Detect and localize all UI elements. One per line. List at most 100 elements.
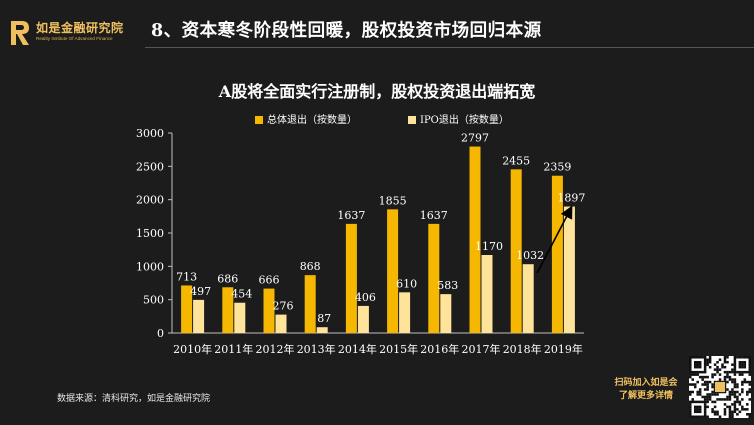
qr-module [741,356,744,359]
qr-module [713,393,717,396]
brand-logo: 如是金融研究院 Reality Institute Of Advanced Fi… [4,17,136,49]
qr-module [733,385,737,389]
x-tick-label: 2016年 [420,342,459,356]
qr-module [738,370,742,374]
legend-item-total: 总体退出（按数量） [255,111,357,126]
qr-module [726,356,729,359]
qr-module [741,370,744,374]
qr-module [696,390,699,394]
qr-module [748,413,751,416]
qr-module [713,373,717,376]
qr-module [716,368,719,371]
qr-module [703,413,707,416]
chart-legend: 总体退出（按数量） IPO退出（按数量） [0,111,754,127]
qr-module [713,413,717,416]
x-tick-label: 2014年 [338,342,377,356]
data-source-note: 数据来源：清科研究，如是金融研究院 [57,394,211,404]
qr-module [733,363,737,366]
qr-module [736,395,739,399]
qr-module [723,413,727,416]
qr-module [689,358,692,362]
qr-module [711,373,714,376]
qr-module [708,398,712,401]
qr-module [703,403,707,406]
qr-module [736,413,739,416]
qr-module [723,375,727,379]
qr-module [703,408,707,411]
qr-module [689,403,692,406]
legend-label-total: 总体退出（按数量） [267,115,357,126]
qr-module [723,398,727,401]
qr-module [691,400,695,404]
qr-module [731,415,734,418]
data-label-ipo: 1897 [557,192,585,205]
qr-module [741,363,744,366]
qr-module [693,360,697,364]
qr-module [689,415,692,418]
qr-module [708,360,712,364]
qr-module [698,363,702,366]
qr-caption-line-1: 扫码加入如是会 [614,378,678,388]
qr-module [736,408,739,411]
qr-module [708,356,712,359]
bar-total [345,223,357,333]
qr-module [689,390,692,394]
qr-module [746,413,749,416]
qr-module [713,405,717,409]
qr-module [711,383,714,386]
qr-module [696,360,699,364]
data-label-ipo: 406 [355,291,376,304]
qr-module [706,380,709,384]
qr-module [713,368,717,371]
qr-module [703,358,707,362]
qr-module [728,378,732,381]
qr-module [698,415,702,418]
qr-module [706,360,709,364]
qr-module [689,408,692,411]
qr-module [718,398,722,401]
qr-module [723,378,727,381]
qr-module [733,390,737,394]
qr-module [733,403,737,406]
qr-module [696,415,699,418]
qr-module [706,388,709,391]
qr-module [731,413,734,416]
qr-module [728,408,732,411]
qr-module [689,373,692,376]
qr-module [748,373,751,376]
qr-module [689,360,692,364]
qr-module [741,380,744,384]
qr-module [743,365,747,369]
qr-module [736,385,739,389]
bar-ipo [234,302,246,333]
bar-ipo [399,292,411,333]
qr-module [716,413,719,416]
qr-module [733,373,737,376]
qr-module [733,356,737,359]
qr-module [713,410,717,414]
qr-code-image[interactable] [689,356,751,418]
qr-module [731,370,734,374]
qr-module [689,405,692,409]
qr-module [691,370,695,374]
page-title: 8、资本寒冬阶段性回暖，股权投资市场回归本源 [151,21,542,41]
qr-module [736,383,739,386]
data-label-total: 868 [300,260,321,273]
bar-total [222,287,234,333]
qr-module [738,363,742,366]
qr-module [698,388,702,391]
qr-module [696,373,699,376]
qr-module [716,365,719,369]
qr-module [721,363,724,366]
qr-module [723,365,727,369]
qr-module [723,403,727,406]
qr-module [716,398,719,401]
qr-module [703,360,707,364]
x-tick-label: 2019年 [544,342,583,356]
qr-module [698,393,702,396]
qr-module [691,390,695,394]
qr-module [718,378,722,381]
qr-module [693,373,697,376]
qr-module [728,375,732,379]
bar-ipo [316,327,328,333]
